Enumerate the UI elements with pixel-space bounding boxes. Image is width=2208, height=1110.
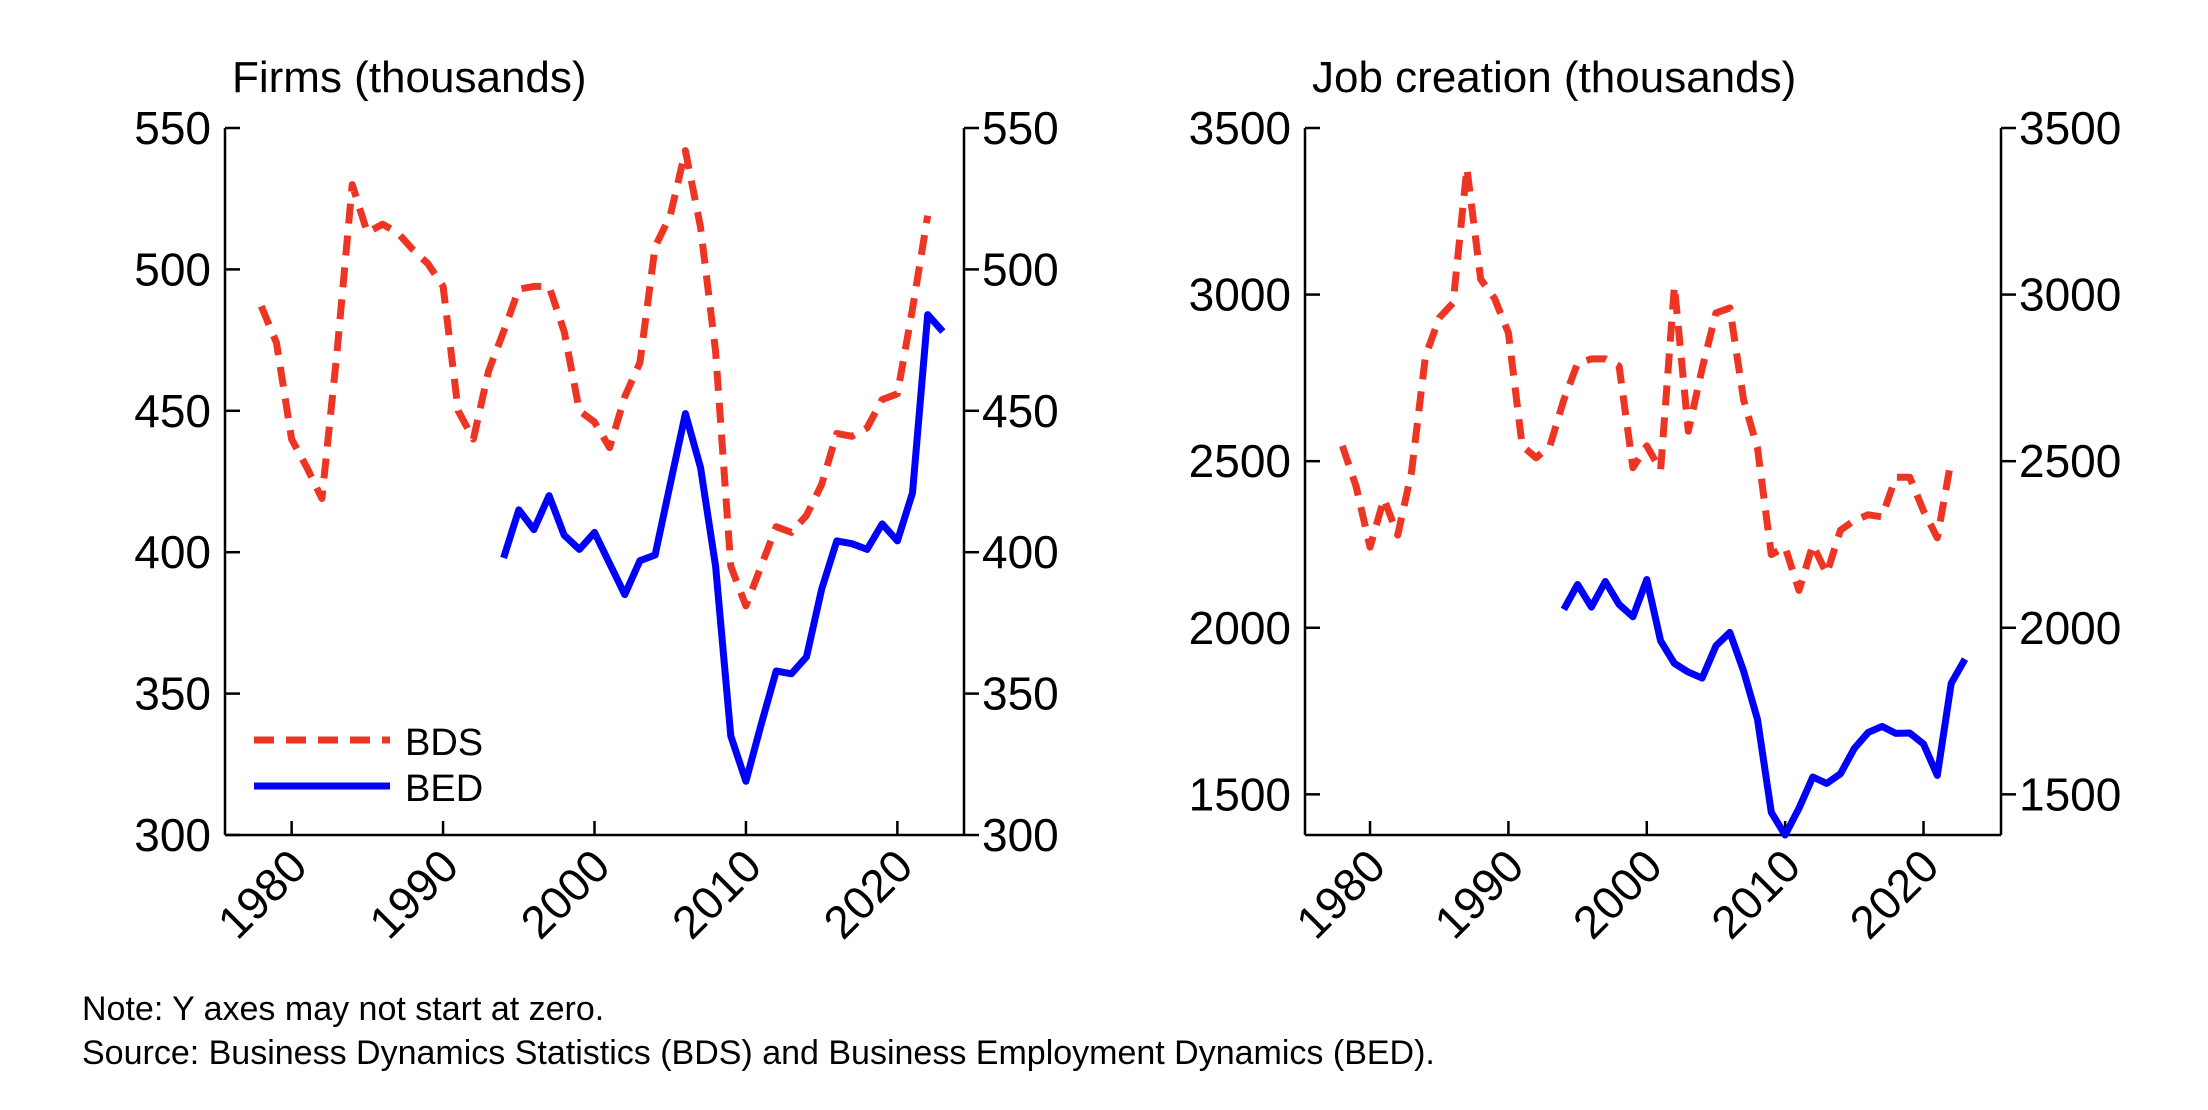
job-creation-series-bed-line <box>1560 576 1969 839</box>
job-creation-panel: Job creation (thousands) 1500 1500 2000 2000… <box>1189 53 2122 948</box>
y-tick-label-right: 3500 <box>2019 102 2121 154</box>
x-tick-label: 1990 <box>359 839 468 948</box>
x-tick-label: 2020 <box>813 839 922 948</box>
x-tick-label: 1980 <box>208 839 317 948</box>
firms-panel: Firms (thousands) 300 300 350 350 400 400 450 45… <box>134 53 1059 948</box>
firms-series-bds-line <box>258 147 932 610</box>
x-tick-label: 2000 <box>510 839 619 948</box>
legend-label-bds: BDS <box>405 722 483 764</box>
x-tick-label: 1990 <box>1424 839 1533 948</box>
x-tick-label: 2010 <box>662 839 771 948</box>
x-tick-label: 2010 <box>1701 839 1810 948</box>
y-tick-label-right: 1500 <box>2019 768 2121 820</box>
y-tick-label-left: 2000 <box>1189 602 1291 654</box>
note-text: Note: Y axes may not start at zero. <box>82 990 605 1028</box>
job-creation-chart-title: Job creation (thousands) <box>1312 53 1796 102</box>
y-tick-label-right: 450 <box>982 385 1059 437</box>
y-tick-label-left: 350 <box>134 668 211 720</box>
y-tick-label-left: 300 <box>134 809 211 861</box>
y-tick-label-left: 500 <box>134 243 211 295</box>
y-tick-label-left: 3000 <box>1189 269 1291 321</box>
y-tick-label-left: 550 <box>134 102 211 154</box>
y-tick-label-right: 3000 <box>2019 269 2121 321</box>
job-creation-series-bds-line <box>1339 164 1955 594</box>
x-tick-label: 2000 <box>1563 839 1672 948</box>
y-tick-label-left: 2500 <box>1189 435 1291 487</box>
y-tick-label-right: 500 <box>982 243 1059 295</box>
y-tick-label-right: 2500 <box>2019 435 2121 487</box>
x-tick-label: 1980 <box>1286 839 1395 948</box>
y-tick-label-left: 400 <box>134 526 211 578</box>
y-tick-label-right: 300 <box>982 809 1059 861</box>
y-tick-label-right: 550 <box>982 102 1059 154</box>
y-tick-label-left: 3500 <box>1189 102 1291 154</box>
firms-series-bed-line <box>500 311 946 785</box>
x-tick-label: 2020 <box>1839 839 1948 948</box>
y-tick-label-right: 2000 <box>2019 602 2121 654</box>
y-tick-label-right: 350 <box>982 668 1059 720</box>
source-text: Source: Business Dynamics Statistics (BD… <box>82 1034 1435 1072</box>
y-tick-label-left: 1500 <box>1189 768 1291 820</box>
firms-chart-title: Firms (thousands) <box>232 53 587 102</box>
y-tick-label-right: 400 <box>982 526 1059 578</box>
legend-label-bed: BED <box>405 768 483 810</box>
y-tick-label-left: 450 <box>134 385 211 437</box>
